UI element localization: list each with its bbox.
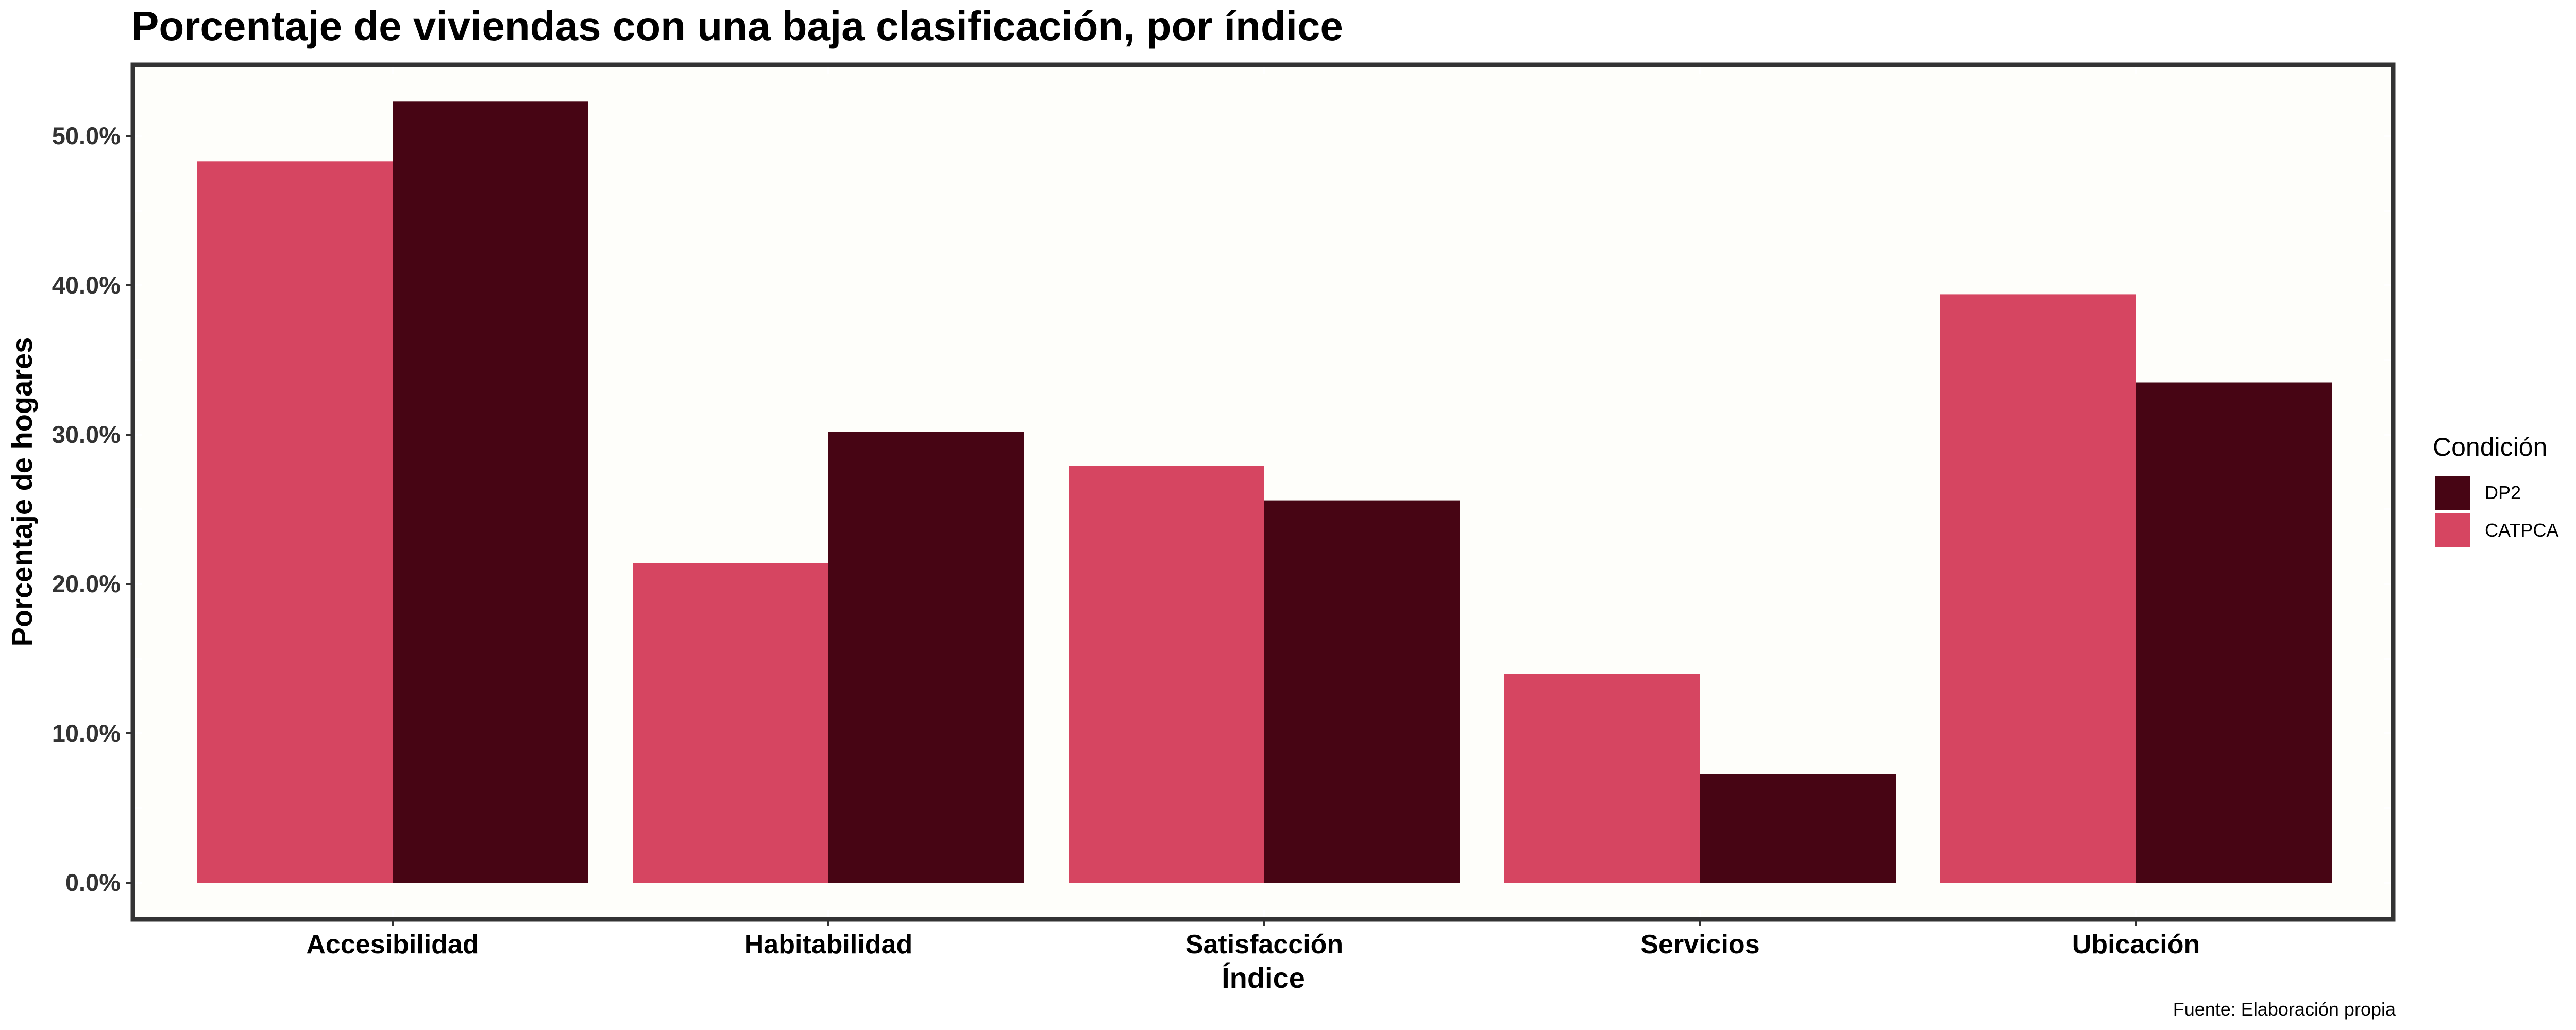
y-tick-label: 20.0% (52, 570, 121, 597)
caption: Fuente: Elaboración propia (2173, 999, 2396, 1020)
y-axis-title: Porcentaje de hogares (6, 337, 38, 647)
y-tick-label: 10.0% (52, 719, 121, 747)
bar-dp2-satisfacción (1264, 500, 1460, 883)
x-tick-label-servicios: Servicios (1640, 930, 1759, 959)
y-tick-label: 40.0% (52, 271, 121, 299)
y-tick-label: 0.0% (65, 869, 121, 896)
chart-title: Porcentaje de viviendas con una baja cla… (131, 3, 1343, 49)
bars-group (197, 101, 2332, 883)
x-tick-label-satisfacción: Satisfacción (1185, 930, 1343, 959)
x-axis: Accesibilidad Habitabilidad Satisfacción Se… (306, 67, 2200, 959)
plot-border (130, 62, 2396, 922)
x-tick-label-ubicación: Ubicación (2072, 930, 2200, 959)
x-tick-label-accesibilidad: Accesibilidad (306, 930, 479, 959)
legend-title: Condición (2433, 433, 2547, 461)
bar-catpca-accesibilidad (197, 161, 393, 883)
y-axis: 0.0% 10.0% 20.0% 30.0% 40.0% 50.0% (52, 122, 2391, 896)
legend: Condición DP2 CATPCA (2433, 433, 2558, 547)
bar-catpca-satisfacción (1069, 466, 1264, 883)
legend-swatch-dp2 (2435, 476, 2470, 510)
bar-dp2-habitabilidad (828, 432, 1024, 883)
bar-dp2-accesibilidad (393, 101, 588, 883)
y-tick-label: 50.0% (52, 122, 121, 149)
bar-catpca-servicios (1504, 674, 1700, 883)
y-tick-label: 30.0% (52, 421, 121, 448)
legend-swatch-catpca (2435, 513, 2470, 547)
bar-dp2-ubicación (2136, 382, 2332, 883)
legend-label-catpca: CATPCA (2485, 520, 2558, 541)
legend-label-dp2: DP2 (2485, 482, 2521, 503)
bar-catpca-ubicación (1940, 294, 2136, 883)
bar-catpca-habitabilidad (633, 563, 828, 883)
x-axis-title: Índice (1222, 962, 1305, 994)
bar-dp2-servicios (1700, 774, 1896, 883)
x-tick-label-habitabilidad: Habitabilidad (744, 930, 912, 959)
